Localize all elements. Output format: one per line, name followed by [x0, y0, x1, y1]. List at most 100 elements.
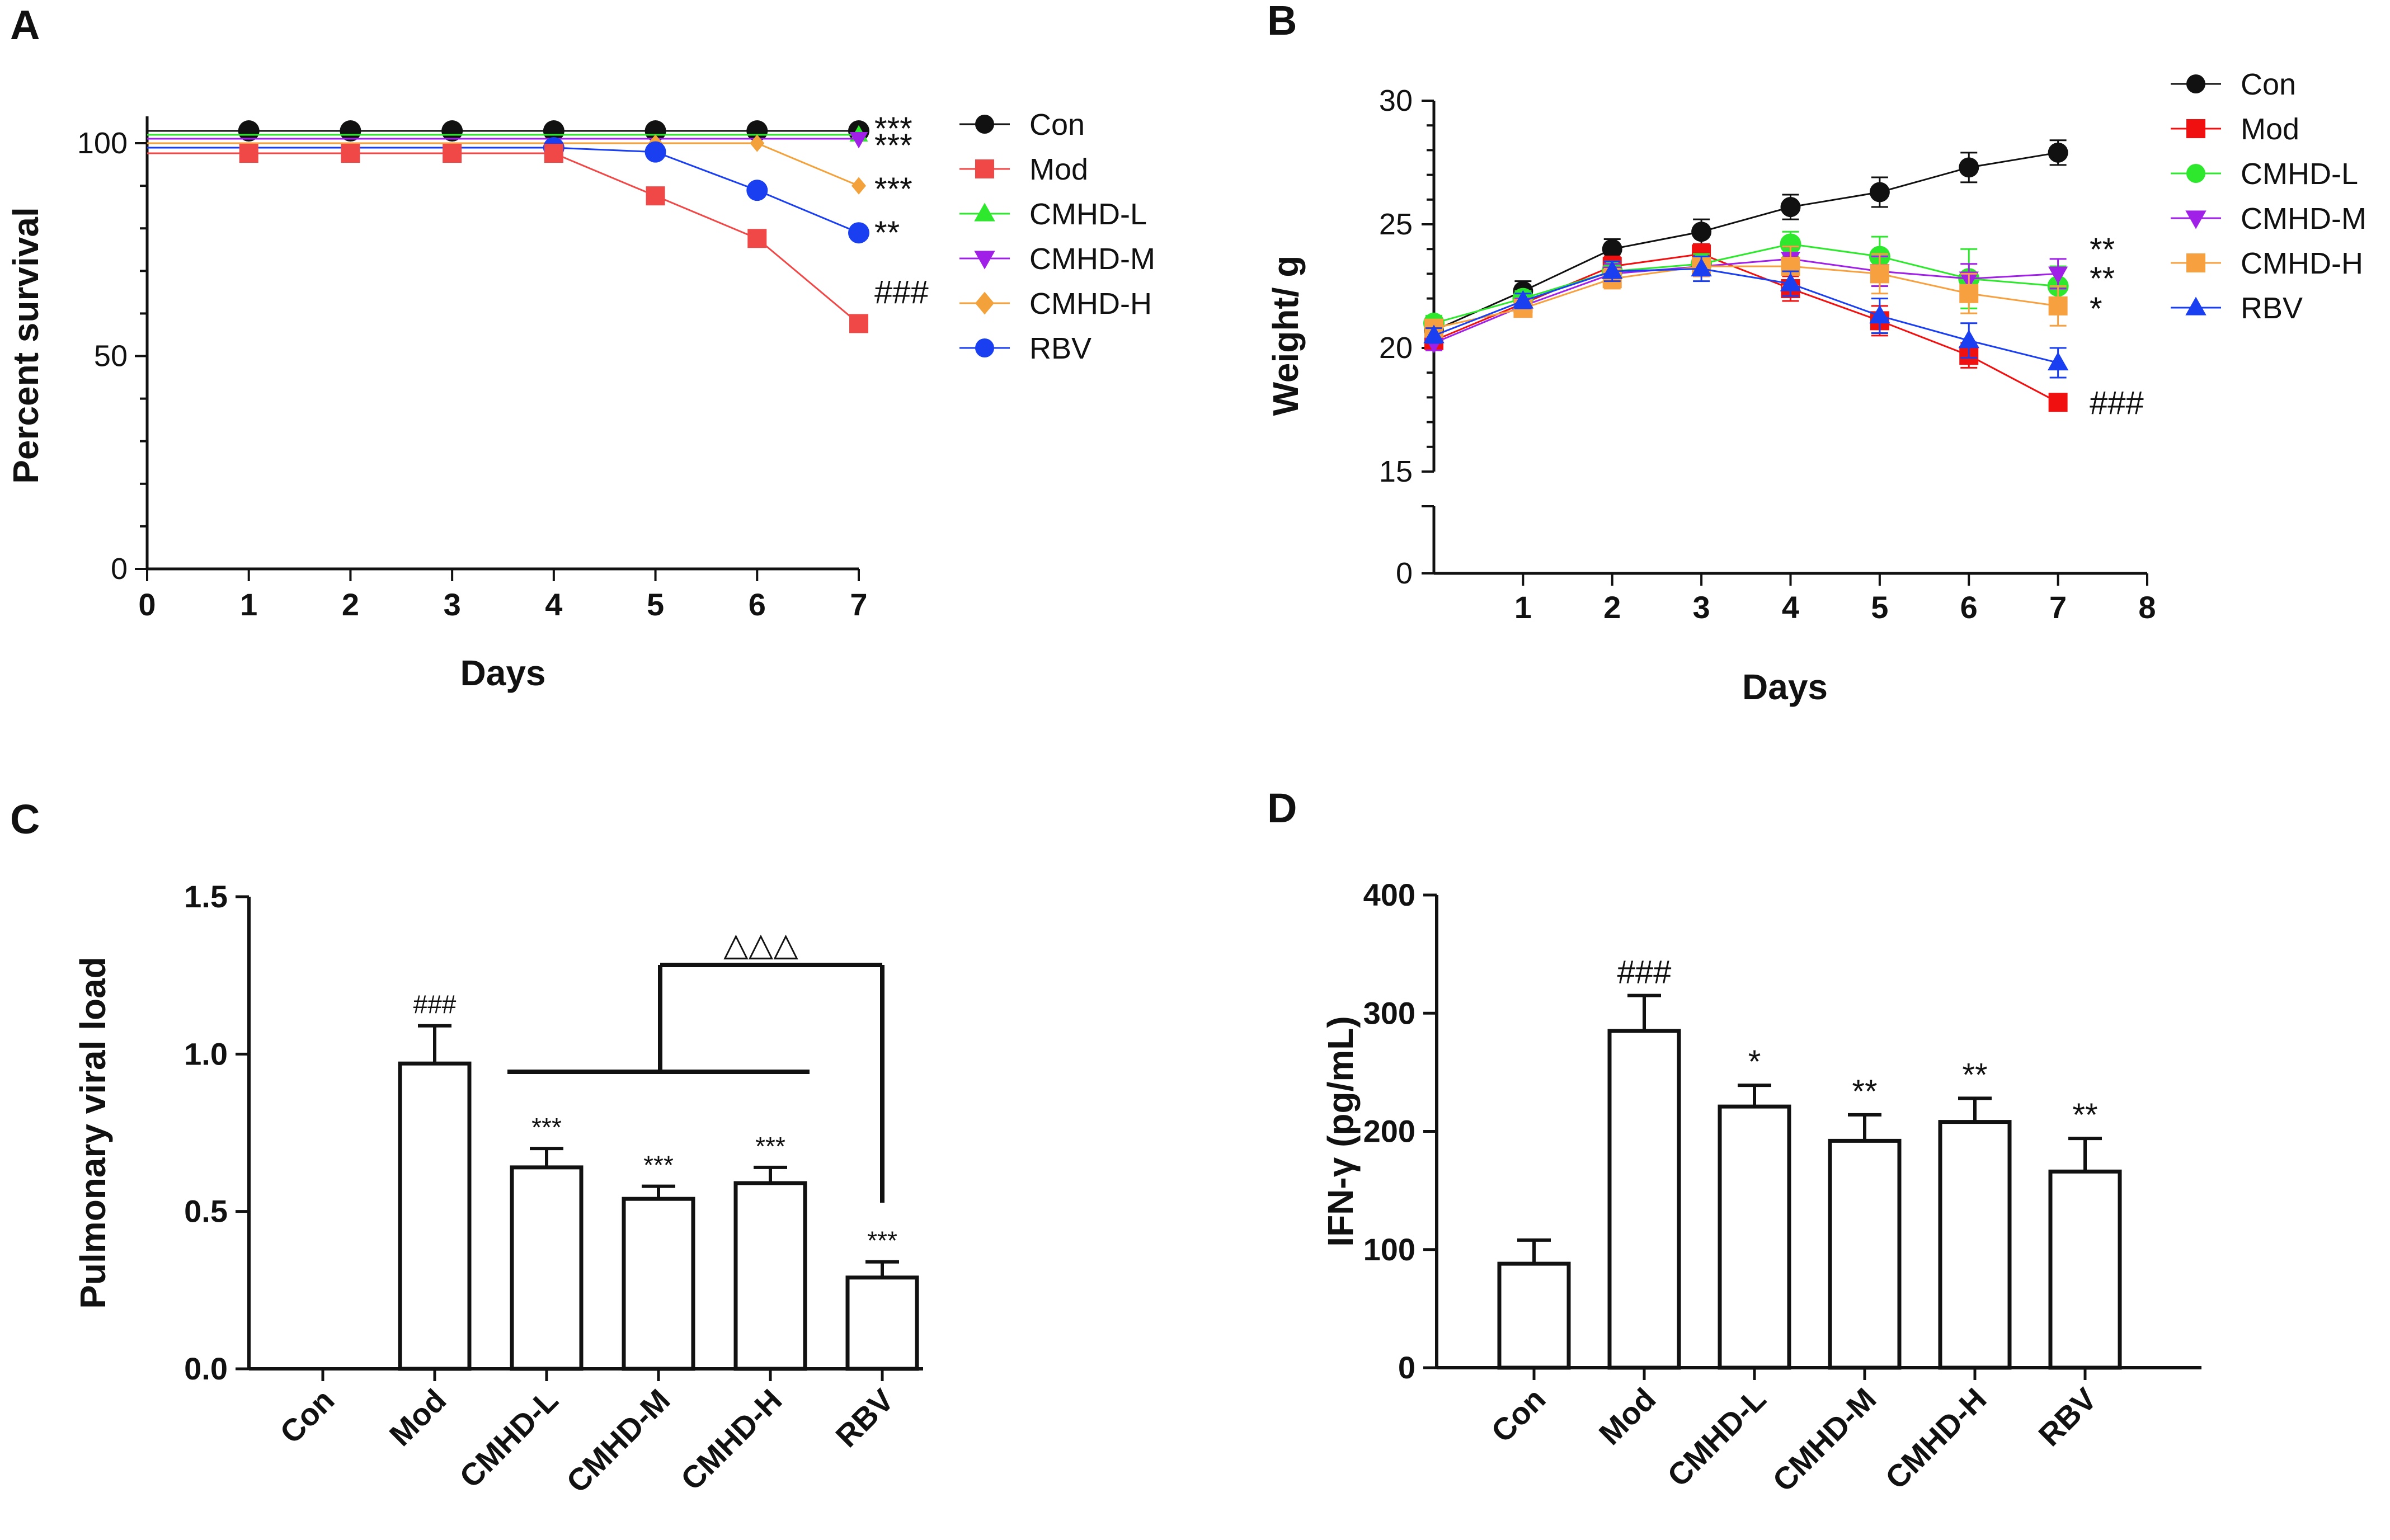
category-label: Mod: [1592, 1381, 1663, 1452]
legend-marker: [2185, 296, 2206, 315]
y-tick-label: 0: [1398, 1350, 1415, 1385]
y-tick-label: 15: [1379, 455, 1413, 488]
bar: [1497, 1261, 1571, 1370]
data-point: [644, 120, 666, 142]
bar: [2048, 1169, 2122, 1370]
legend-label: Con: [1029, 108, 1085, 142]
data-point: [1959, 157, 1979, 178]
data-point: [2048, 266, 2068, 284]
series-line: [147, 152, 859, 324]
category-label: RBV: [2031, 1381, 2103, 1453]
panel-letter-a: A: [10, 2, 40, 48]
panel-letter-c: C: [10, 796, 40, 842]
legend-label: CMHD-H: [2241, 247, 2363, 280]
legend-marker: [975, 338, 994, 357]
series-line: [1433, 258, 2058, 344]
panel-letter-d: D: [1267, 785, 1297, 831]
y-axis-title: Percent survival: [6, 207, 46, 484]
legend-label: RBV: [2241, 291, 2303, 325]
panel-letter-b: B: [1267, 0, 1297, 44]
data-point: [1691, 222, 1712, 242]
category-label: Con: [273, 1382, 341, 1450]
y-tick-label: 30: [1379, 84, 1413, 117]
legend-label: RBV: [1029, 332, 1092, 365]
significance-label: ***: [874, 128, 912, 164]
bar: [398, 1061, 472, 1371]
data-point: [1869, 304, 1890, 324]
significance-label: **: [2072, 1097, 2097, 1133]
data-point: [1602, 239, 1622, 260]
y-tick-label: 1.0: [184, 1036, 228, 1071]
legend-label: CMHD-M: [1029, 242, 1155, 276]
legend-label: CMHD-H: [1029, 287, 1152, 321]
bar: [1828, 1138, 1902, 1370]
significance-label: ***: [531, 1113, 562, 1142]
bar: [733, 1181, 807, 1371]
significance-label: ***: [874, 171, 912, 208]
legend-marker: [2186, 253, 2205, 272]
data-point: [2048, 393, 2068, 412]
data-point: [646, 186, 665, 206]
legend-marker: [2186, 164, 2205, 183]
legend-label: Mod: [1029, 153, 1088, 186]
data-point: [238, 120, 260, 142]
y-axis-title: Weight/ g: [1265, 256, 1306, 416]
significance-label: **: [2090, 232, 2115, 268]
y-tick-label: 0.0: [184, 1351, 228, 1386]
significance-label: ***: [755, 1132, 785, 1161]
significance-label: ###: [2090, 385, 2144, 421]
y-tick-label: 50: [94, 340, 128, 373]
data-point: [1512, 290, 1534, 309]
y-tick-label: 0: [1396, 557, 1413, 590]
x-tick-label: 5: [647, 587, 664, 622]
panel-d-ifn-chart: D 0 100 200 300 400 Con ### Mod * CMHD-L ** CMHD-M **…: [1267, 785, 2201, 1498]
series-line: [147, 142, 859, 187]
y-tick-label: 100: [77, 126, 128, 160]
data-point: [1958, 329, 1979, 348]
data-point: [1869, 182, 1890, 202]
legend-label: CMHD-M: [2241, 202, 2367, 236]
data-point: [239, 144, 258, 163]
y-tick-label: 300: [1363, 995, 1415, 1030]
x-tick-label: 2: [1603, 590, 1621, 625]
x-tick-label: 4: [1782, 590, 1799, 625]
y-tick-label: 25: [1379, 208, 1413, 241]
series-line: [1433, 253, 2059, 403]
x-tick-label: 7: [2049, 590, 2067, 625]
data-point: [746, 120, 768, 142]
x-tick-label: 2: [342, 587, 359, 622]
x-tick-label: 6: [749, 587, 766, 622]
legend-marker: [975, 159, 994, 178]
bracket-label: △△△: [723, 926, 798, 963]
data-point: [543, 120, 564, 142]
significance-label: **: [874, 215, 900, 251]
data-point: [1780, 233, 1801, 255]
series-line: [1433, 243, 2058, 324]
y-tick-label: 200: [1363, 1114, 1415, 1149]
bar: [622, 1197, 695, 1371]
category-label: CMHD-M: [559, 1382, 677, 1500]
legend-label: CMHD-L: [2241, 157, 2358, 191]
data-point: [341, 144, 360, 163]
data-point: [2048, 142, 2068, 163]
x-tick-label: 4: [545, 587, 562, 622]
legend-label: Mod: [2241, 112, 2299, 146]
significance-label: ***: [643, 1151, 674, 1180]
significance-label: **: [1852, 1073, 1877, 1110]
significance-label: ###: [1617, 954, 1672, 991]
legend-marker: [2185, 210, 2206, 229]
data-point: [747, 229, 767, 248]
series-line: [1433, 152, 2058, 332]
category-label: CMHD-H: [1878, 1381, 1993, 1496]
significance-label: **: [2090, 261, 2115, 297]
x-tick-label: 1: [240, 587, 257, 622]
data-point: [1780, 197, 1801, 218]
significance-label: *: [1748, 1044, 1761, 1080]
y-tick-label: 1.5: [184, 879, 228, 914]
data-point: [2047, 351, 2069, 371]
legend-marker: [975, 291, 994, 315]
x-tick-label: 0: [138, 587, 156, 622]
data-point: [544, 144, 563, 163]
data-point: [1870, 264, 1889, 284]
